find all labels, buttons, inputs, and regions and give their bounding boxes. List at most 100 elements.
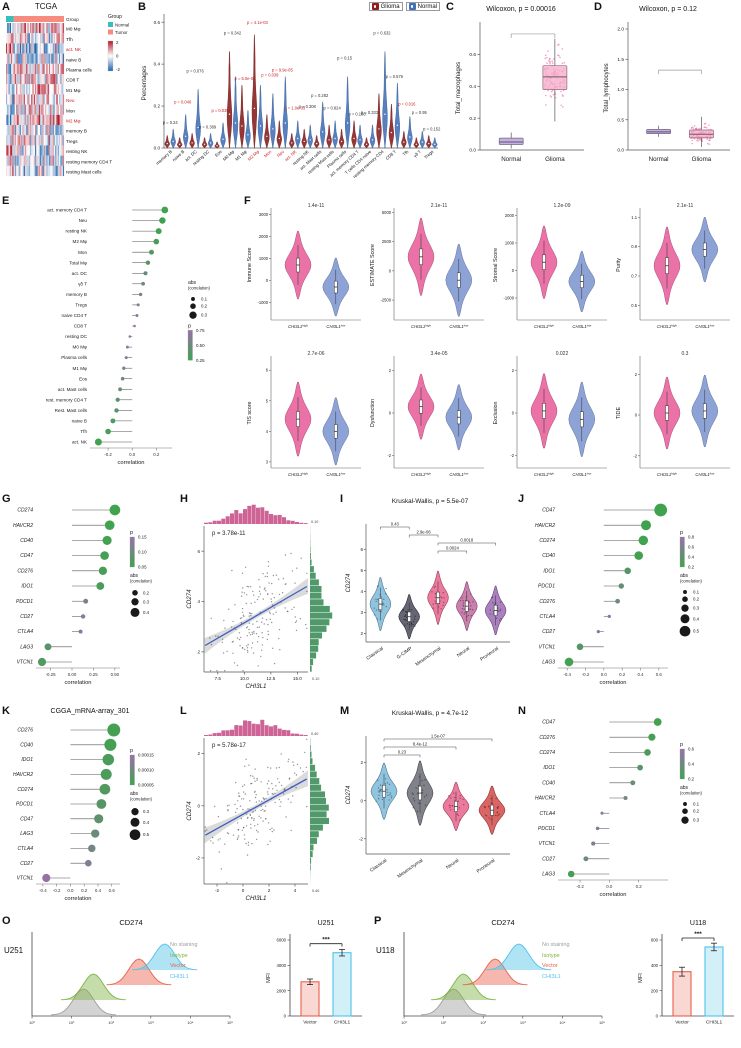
circle-mark	[265, 797, 267, 800]
text-mark: CD47	[20, 816, 33, 822]
rect-mark	[46, 74, 48, 85]
circle-mark	[267, 565, 270, 567]
text-mark: act. NK	[66, 47, 82, 52]
text-mark: CHI3L1low	[695, 324, 715, 330]
circle-mark	[131, 808, 139, 816]
circle-mark	[424, 804, 427, 806]
circle-mark	[256, 598, 259, 601]
circle-mark	[42, 873, 51, 883]
text-mark: 0.2	[81, 888, 88, 893]
rect-mark	[53, 104, 56, 115]
rect-mark	[42, 33, 44, 44]
rect-mark	[42, 145, 44, 156]
rect-mark	[55, 63, 57, 75]
rect-mark	[29, 155, 32, 166]
text-mark: Mesenchymal	[396, 858, 424, 880]
rect-mark	[11, 94, 13, 105]
rect-mark	[48, 23, 51, 34]
rect-mark	[310, 831, 319, 838]
circle-mark	[412, 793, 414, 795]
rect-mark	[58, 145, 61, 156]
rect-mark	[23, 125, 25, 136]
circle-mark	[118, 387, 123, 392]
rect-mark	[21, 23, 23, 34]
circle-mark	[138, 292, 143, 297]
rect-mark	[8, 23, 10, 34]
panel-label-L: L	[180, 705, 187, 717]
rect-mark	[310, 559, 312, 566]
rect-mark	[18, 125, 20, 136]
text-mark: CHI3L1high	[288, 324, 308, 330]
rect-mark	[47, 155, 49, 166]
panel-K: K CGGA_mRNA-array_301 -0.4 -0.2 0.0 0.2 0.4 0…	[2, 705, 178, 914]
rect-mark	[310, 798, 326, 805]
rect-mark	[9, 43, 12, 54]
lollipop-N: -0.2 0.0 0.2correlationCD47CD276CD274IDO1C…	[535, 718, 702, 898]
text-mark: (correlation)	[680, 579, 702, 584]
rect-mark	[11, 74, 13, 85]
text-mark: 10⁵	[227, 1020, 233, 1025]
circle-mark	[624, 567, 632, 575]
text-mark: 10¹	[441, 1020, 447, 1025]
circle-mark	[561, 48, 564, 50]
rect-mark	[61, 84, 63, 95]
circle-mark	[567, 870, 575, 878]
circle-mark	[109, 504, 121, 516]
circle-mark	[96, 799, 107, 809]
rect-mark	[36, 74, 38, 85]
rect-mark	[23, 165, 25, 177]
text-mark: CTLA4	[539, 811, 555, 817]
rect-mark	[22, 63, 24, 75]
text-mark: 0	[116, 54, 119, 59]
circle-mark	[270, 601, 273, 603]
circle-mark	[249, 775, 252, 777]
rect-mark	[46, 94, 48, 105]
tspan-mark: low	[464, 324, 469, 328]
circle-mark	[271, 593, 273, 595]
rect-mark	[57, 94, 60, 105]
rect-mark	[17, 94, 19, 105]
panel-label-G: G	[2, 493, 11, 505]
rect-mark	[53, 23, 56, 34]
tspan-mark: CHI3L1	[657, 324, 671, 329]
rect-mark	[310, 817, 329, 824]
rect-mark	[8, 145, 10, 156]
rect-mark	[58, 125, 61, 136]
rect-mark	[32, 145, 34, 156]
rect-mark	[40, 74, 42, 85]
rect-mark	[50, 33, 52, 44]
text-mark: 12.5	[266, 676, 275, 681]
flow-legend-vector: Vector	[542, 963, 558, 970]
rect-mark	[8, 63, 10, 75]
text-mark: 4000	[276, 963, 286, 968]
rect-mark	[27, 74, 29, 85]
rect-mark	[51, 33, 53, 44]
circle-mark	[245, 627, 248, 629]
circle-mark	[80, 614, 86, 619]
circle-mark	[405, 619, 407, 621]
circle-mark	[247, 134, 249, 136]
text-mark: 0.2	[693, 809, 700, 814]
circle-mark	[231, 569, 233, 572]
rect-mark	[48, 43, 51, 54]
text-mark: -2	[359, 836, 364, 841]
circle-mark	[141, 281, 145, 286]
circle-mark	[243, 791, 245, 793]
circle-mark	[681, 604, 689, 612]
circle-mark	[259, 593, 262, 595]
panel-E: E -0.2 0.0 0.2 correlation act. memory CD4 T…	[2, 195, 242, 492]
rect-mark	[36, 135, 38, 146]
circle-mark	[691, 142, 694, 145]
rect-mark	[16, 84, 18, 95]
rect-mark	[40, 145, 42, 156]
rect-mark	[38, 114, 41, 126]
text-mark: PDCD1	[16, 599, 33, 605]
rect-mark	[33, 155, 36, 166]
rect-mark	[234, 510, 239, 524]
circle-mark	[415, 787, 417, 789]
rect-mark	[37, 94, 39, 105]
tspan-mark: CHI3L1	[449, 472, 463, 477]
rect-mark	[24, 135, 27, 146]
circle-mark	[378, 794, 380, 797]
path-mark	[369, 124, 376, 149]
